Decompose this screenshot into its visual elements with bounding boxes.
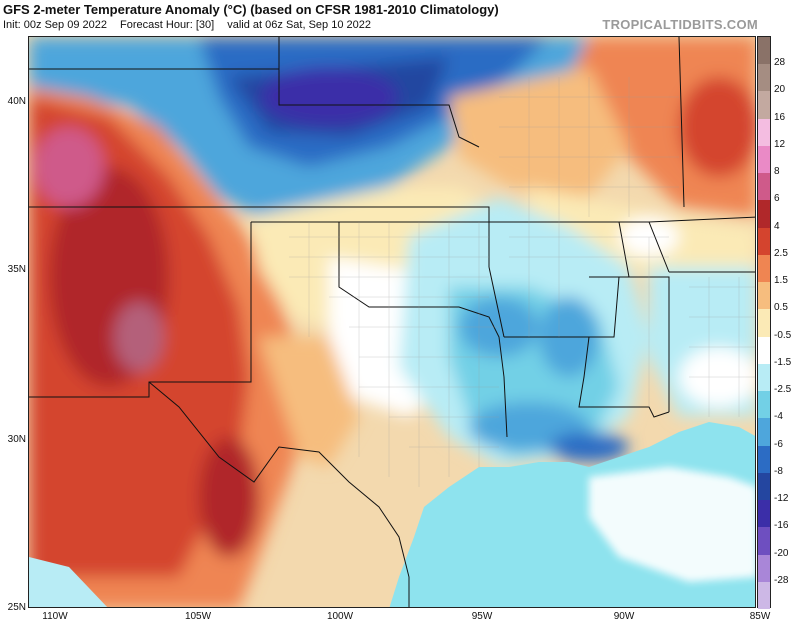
colorbar-swatch [758, 336, 770, 365]
colorbar-swatch [758, 554, 770, 583]
brand-watermark: TROPICALTIDBITS.COM [602, 17, 758, 32]
state-boundaries [29, 37, 755, 607]
county-lines [289, 77, 755, 487]
lat-label-25n: 25N [7, 602, 26, 613]
gulf-anomaly-patch [589, 467, 755, 582]
colorbar-tick-label: -6 [774, 438, 783, 450]
colorbar-swatch [758, 309, 770, 338]
init-time: Init: 00z Sep 09 2022 [3, 19, 107, 31]
colorbar-swatch [758, 173, 770, 201]
colorbar-tick-label: -8 [774, 465, 783, 477]
colorbar-swatch [758, 581, 770, 610]
colorbar-swatch [758, 472, 770, 501]
lat-label-30n: 30N [7, 434, 26, 445]
colorbar-swatch [758, 200, 770, 229]
colorbar [757, 36, 771, 610]
lat-label-40n: 40N [7, 96, 26, 107]
colorbar-swatch [758, 91, 770, 120]
run-info: Init: 00z Sep 09 2022 Forecast Hour: [30… [3, 19, 381, 31]
colorbar-tick-label: 16 [774, 111, 786, 123]
colorbar-swatch [758, 363, 770, 392]
colorbar-tick-label: -12 [774, 493, 789, 505]
colorbar-tick-label: -4 [774, 411, 783, 423]
colorbar-swatch [758, 418, 770, 447]
colorbar-swatch [758, 254, 770, 283]
anomaly-field [29, 37, 755, 607]
colorbar-swatch [758, 145, 770, 174]
colorbar-tick-label: 0.5 [774, 302, 788, 314]
valid-time: valid at 06z Sat, Sep 10 2022 [227, 19, 371, 31]
colorbar-tick-label: -0.5 [774, 329, 792, 341]
lon-label-85w: 85W [749, 611, 771, 622]
colorbar-tick-label: 20 [774, 84, 786, 96]
lon-label-95w: 95W [471, 611, 493, 622]
map-title: GFS 2-meter Temperature Anomaly (°C) (ba… [3, 2, 499, 17]
colorbar-tick-label: -28 [774, 574, 789, 586]
colorbar-tick-label: 1.5 [774, 275, 788, 287]
colorbar-tick-label: -2.5 [774, 384, 792, 396]
colorbar-swatch [758, 282, 770, 310]
map-canvas [29, 37, 755, 607]
colorbar-swatch [758, 118, 770, 147]
colorbar-tick-label: 28 [774, 57, 786, 69]
forecast-hour: Forecast Hour: [30] [120, 19, 215, 31]
colorbar-swatch [758, 500, 770, 528]
lon-label-105w: 105W [184, 611, 212, 622]
colorbar-swatch [758, 391, 770, 419]
lon-label-100w: 100W [326, 611, 354, 622]
colorbar-tick-label: -1.5 [774, 356, 792, 368]
colorbar-tick-label: -20 [774, 547, 789, 559]
colorbar-tick-label: -16 [774, 520, 789, 532]
lon-label-110w: 110W [42, 611, 68, 622]
colorbar-tick-label: 4 [774, 220, 780, 232]
pacific-ocean [29, 557, 108, 607]
lon-label-90w: 90W [613, 611, 635, 622]
colorbar-swatch [758, 227, 770, 256]
colorbar-tick-label: 2.5 [774, 247, 788, 259]
colorbar-swatch [758, 445, 770, 474]
colorbar-tick-label: 6 [774, 193, 780, 205]
colorbar-swatch [758, 37, 770, 65]
anomaly-map [28, 36, 756, 608]
colorbar-swatch [758, 64, 770, 92]
colorbar-tick-label: 8 [774, 166, 780, 178]
colorbar-tick-label: 12 [774, 138, 786, 150]
lat-label-35n: 35N [7, 264, 26, 275]
colorbar-swatch [758, 527, 770, 556]
